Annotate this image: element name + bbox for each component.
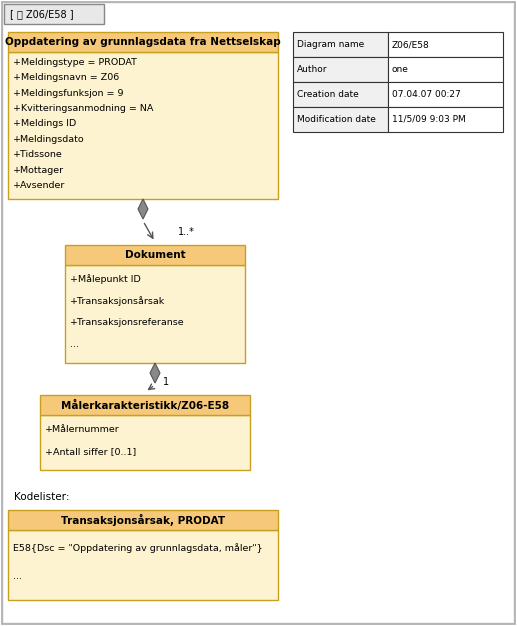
Text: +Meldingsfunksjon = 9: +Meldingsfunksjon = 9: [13, 88, 124, 98]
Text: Oppdatering av grunnlagsdata fra Nettselskap: Oppdatering av grunnlagsdata fra Nettsel…: [5, 37, 281, 47]
Text: ...: ...: [70, 340, 79, 349]
Text: Modification date: Modification date: [297, 115, 376, 124]
Text: Dokument: Dokument: [125, 250, 185, 260]
Polygon shape: [150, 363, 160, 383]
Text: one: one: [392, 65, 409, 74]
Text: Creation date: Creation date: [297, 90, 359, 99]
Bar: [388, 82, 503, 107]
Text: +Målernummer: +Målernummer: [45, 425, 120, 434]
Text: 11/5/09 9:03 PM: 11/5/09 9:03 PM: [392, 115, 466, 124]
Text: Målerkarakteristikk/Z06-E58: Målerkarakteristikk/Z06-E58: [61, 399, 229, 411]
Bar: [388, 32, 503, 57]
Text: +Meldingstype = PRODAT: +Meldingstype = PRODAT: [13, 58, 137, 66]
Text: Author: Author: [297, 65, 327, 74]
Text: +Transaksjonsreferanse: +Transaksjonsreferanse: [70, 318, 185, 327]
Text: +Meldingsdato: +Meldingsdato: [13, 135, 85, 144]
Bar: [65, 265, 245, 363]
Bar: [293, 57, 388, 82]
Text: Z06/E58: Z06/E58: [392, 40, 430, 49]
Text: +Antall siffer [0..1]: +Antall siffer [0..1]: [45, 447, 136, 456]
Text: 07.04.07 00:27: 07.04.07 00:27: [392, 90, 461, 99]
Bar: [293, 32, 388, 57]
Bar: [293, 82, 388, 107]
Text: +Meldingsnavn = Z06: +Meldingsnavn = Z06: [13, 73, 119, 82]
Bar: [388, 107, 503, 132]
Text: Transaksjonsårsak, PRODAT: Transaksjonsårsak, PRODAT: [61, 514, 225, 526]
Text: [ 图 Z06/E58 ]: [ 图 Z06/E58 ]: [10, 9, 73, 19]
Bar: [4, 4, 104, 24]
Text: 1: 1: [163, 377, 169, 387]
Text: Kodelister:: Kodelister:: [14, 492, 69, 502]
Bar: [293, 107, 388, 132]
Text: +Tidssone: +Tidssone: [13, 150, 63, 160]
Text: ...: ...: [13, 572, 22, 581]
Text: +Målepunkt ID: +Målepunkt ID: [70, 274, 141, 284]
Text: +Meldings ID: +Meldings ID: [13, 120, 76, 128]
Bar: [8, 52, 278, 199]
Text: E58{Dsc = "Oppdatering av grunnlagsdata, måler"}: E58{Dsc = "Oppdatering av grunnlagsdata,…: [13, 543, 263, 553]
Bar: [8, 510, 278, 530]
Bar: [388, 57, 503, 82]
Text: +Transaksjonsårsak: +Transaksjonsårsak: [70, 296, 165, 306]
Text: Diagram name: Diagram name: [297, 40, 364, 49]
Text: +Kvitteringsanmodning = NA: +Kvitteringsanmodning = NA: [13, 104, 154, 113]
Text: +Avsender: +Avsender: [13, 182, 65, 190]
Polygon shape: [138, 199, 148, 219]
Bar: [40, 395, 250, 415]
Text: 1..*: 1..*: [178, 227, 195, 237]
Bar: [40, 415, 250, 470]
Bar: [8, 32, 278, 52]
Text: +Mottager: +Mottager: [13, 166, 64, 175]
Bar: [65, 245, 245, 265]
Bar: [8, 530, 278, 600]
